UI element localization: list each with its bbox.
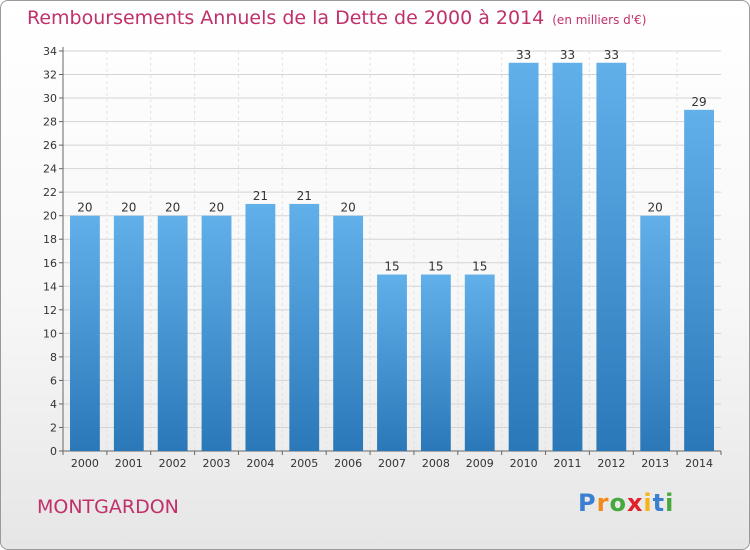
data-label: 29 bbox=[691, 95, 706, 109]
bar bbox=[201, 215, 232, 451]
bar bbox=[289, 203, 320, 451]
data-label: 20 bbox=[77, 201, 92, 215]
bar bbox=[464, 274, 495, 451]
y-tick-label: 26 bbox=[43, 139, 57, 152]
x-tick-label: 2004 bbox=[246, 457, 274, 470]
data-label: 20 bbox=[121, 201, 136, 215]
logo-letter: x bbox=[626, 489, 644, 517]
bar bbox=[596, 62, 627, 451]
data-label: 20 bbox=[648, 201, 663, 215]
bar bbox=[113, 215, 144, 451]
y-tick-label: 20 bbox=[43, 210, 57, 223]
chart-title: Remboursements Annuels de la Dette de 20… bbox=[27, 7, 646, 29]
x-tick-label: 2010 bbox=[510, 457, 538, 470]
bar bbox=[377, 274, 407, 451]
bar bbox=[333, 215, 364, 451]
bar bbox=[684, 109, 714, 451]
data-label: 20 bbox=[340, 201, 355, 215]
logo-letter: o bbox=[609, 489, 627, 517]
y-tick-label: 30 bbox=[43, 92, 57, 105]
bar bbox=[245, 203, 276, 451]
labels: 20 2000 20 2001 20 2002 20 2003 21 2004 21 2005 20 20… bbox=[71, 48, 713, 470]
y-tick-label: 14 bbox=[43, 280, 57, 293]
data-label: 21 bbox=[253, 189, 268, 203]
bar bbox=[70, 215, 100, 451]
data-label: 33 bbox=[560, 48, 575, 62]
x-tick-label: 2013 bbox=[641, 457, 669, 470]
x-tick-label: 2006 bbox=[334, 457, 362, 470]
x-tick-label: 2008 bbox=[422, 457, 450, 470]
x-tick-label: 2009 bbox=[466, 457, 494, 470]
y-tick-label: 12 bbox=[43, 304, 57, 317]
data-label: 15 bbox=[428, 260, 443, 274]
bar bbox=[640, 215, 671, 451]
y-tick-label: 18 bbox=[43, 233, 57, 246]
data-label: 33 bbox=[516, 48, 531, 62]
logo-letter: i bbox=[665, 489, 675, 517]
logo-letter: i bbox=[643, 489, 653, 517]
data-label: 20 bbox=[165, 201, 180, 215]
proxiti-logo: Proxiti bbox=[578, 489, 674, 517]
data-label: 20 bbox=[209, 201, 224, 215]
x-tick-label: 2007 bbox=[378, 457, 406, 470]
title-unit: (en milliers d'€) bbox=[552, 13, 647, 27]
x-tick-label: 2002 bbox=[159, 457, 187, 470]
logo-letter: t bbox=[652, 489, 666, 517]
bar bbox=[420, 274, 451, 451]
bar bbox=[157, 215, 188, 451]
logo-letter: P bbox=[578, 489, 597, 517]
y-tick-label: 8 bbox=[50, 351, 57, 364]
commune-name: MONTGARDON bbox=[37, 496, 179, 518]
bar bbox=[508, 62, 539, 451]
y-tick-label: 0 bbox=[50, 445, 57, 458]
y-tick-label: 34 bbox=[43, 45, 57, 58]
data-label: 33 bbox=[604, 48, 619, 62]
y-tick-label: 6 bbox=[50, 374, 57, 387]
y-tick-label: 32 bbox=[43, 69, 57, 82]
logo-letter: r bbox=[596, 489, 610, 517]
y-tick-label: 24 bbox=[43, 163, 57, 176]
bars bbox=[70, 62, 714, 451]
x-tick-label: 2014 bbox=[685, 457, 713, 470]
x-tick-label: 2000 bbox=[71, 457, 99, 470]
y-tick-label: 16 bbox=[43, 257, 57, 270]
x-tick-label: 2001 bbox=[115, 457, 143, 470]
x-tick-label: 2005 bbox=[290, 457, 318, 470]
x-tick-label: 2003 bbox=[203, 457, 231, 470]
x-tick-label: 2011 bbox=[553, 457, 581, 470]
bar bbox=[552, 62, 583, 451]
x-tick-label: 2012 bbox=[597, 457, 625, 470]
data-label: 21 bbox=[297, 189, 312, 203]
y-tick-label: 2 bbox=[50, 421, 57, 434]
data-label: 15 bbox=[472, 260, 487, 274]
y-tick-label: 28 bbox=[43, 116, 57, 129]
data-label: 15 bbox=[384, 260, 399, 274]
y-tick-label: 10 bbox=[43, 327, 57, 340]
y-tick-label: 22 bbox=[43, 186, 57, 199]
title-text: Remboursements Annuels de la Dette de 20… bbox=[27, 7, 545, 29]
y-tick-label: 4 bbox=[50, 398, 57, 411]
